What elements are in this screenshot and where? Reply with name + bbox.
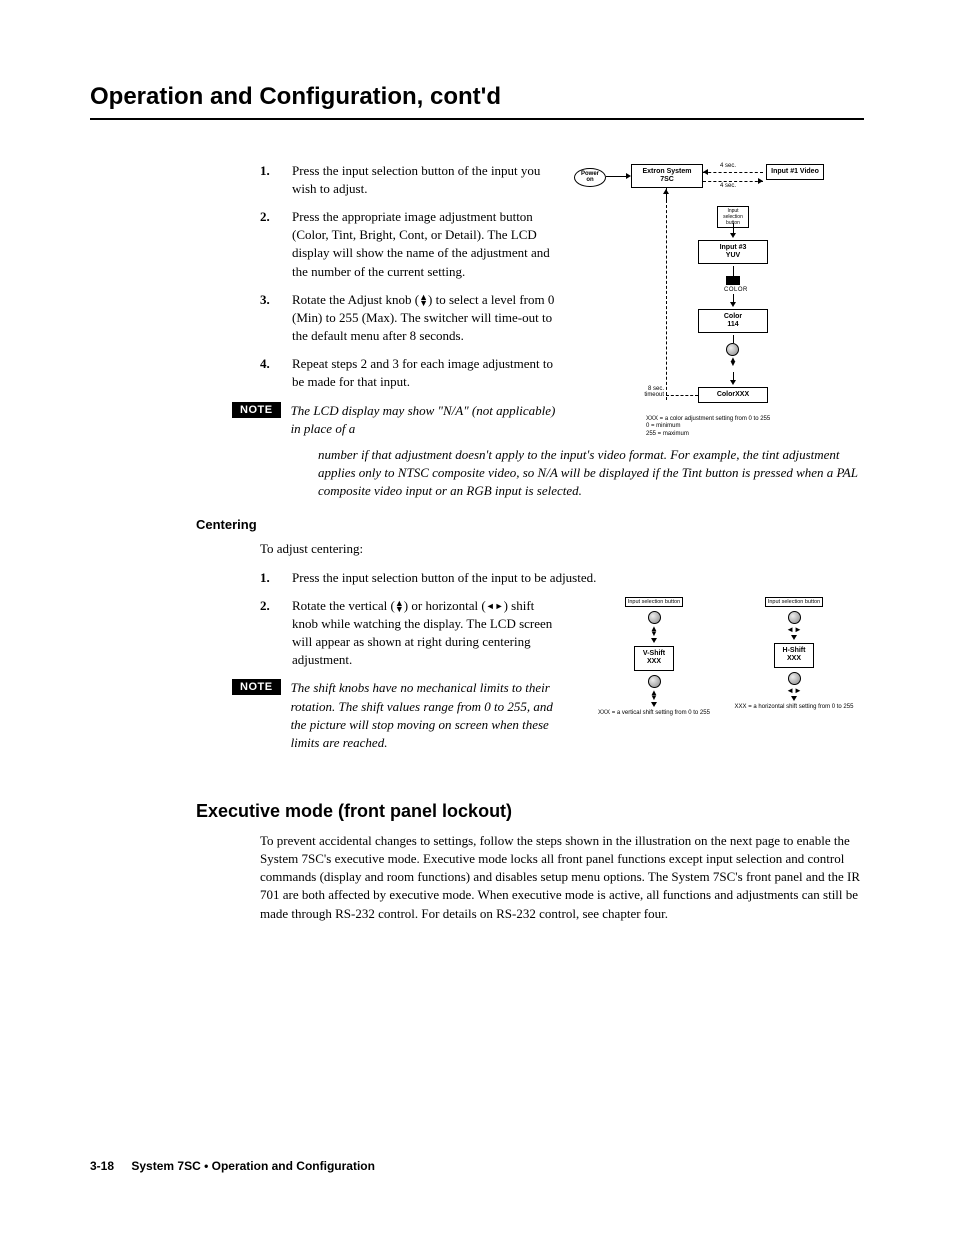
color-button-icon — [726, 276, 740, 285]
step-number: 2. — [260, 208, 292, 281]
page-footer: 3-18 System 7SC • Operation and Configur… — [90, 1158, 375, 1175]
lcd-box: Extron System 7SC — [631, 164, 703, 189]
lcd-box: Input #1 Video — [766, 164, 824, 180]
lcd-box: H-ShiftXXX — [774, 643, 815, 668]
updown-icon: ▲▼ — [594, 690, 714, 701]
flowchart-diagram-2: Input selection button ▲▼ V-ShiftXXX ▲▼ … — [574, 597, 864, 777]
adjust-knob-icon — [648, 675, 661, 688]
input-sel-btn: Input selection button — [625, 597, 683, 607]
step-text: Press the input selection button of the … — [292, 162, 562, 198]
delay-label: 4 sec. — [720, 162, 736, 170]
note-text: The LCD display may show "N/A" (not appl… — [291, 402, 562, 438]
page-number: 3-18 — [90, 1159, 114, 1173]
diagram-legend: XXX = a color adjustment setting from 0 … — [646, 416, 770, 439]
step-text: Press the input selection button of the … — [292, 569, 864, 587]
adjust-knob-icon — [788, 672, 801, 685]
flowchart-diagram-1: Power on Extron System 7SC 4 sec. 4 sec.… — [574, 162, 864, 452]
step-number: 1. — [260, 162, 292, 198]
step-text: Press the appropriate image adjustment b… — [292, 208, 562, 281]
note-text: The shift knobs have no mechanical limit… — [291, 679, 562, 752]
lcd-box: ColorXXX — [698, 387, 768, 403]
lcd-box: Input #3YUV — [698, 240, 768, 265]
step-text: Repeat steps 2 and 3 for each image adju… — [292, 355, 562, 391]
lcd-box: Color114 — [698, 309, 768, 334]
centering-heading: Centering — [196, 516, 864, 534]
step-number: 1. — [260, 569, 292, 587]
diagram-caption: XXX = a vertical shift setting from 0 to… — [594, 710, 714, 717]
note-continuation: number if that adjustment doesn't apply … — [260, 446, 864, 501]
updown-icon: ▲▼ — [419, 295, 428, 306]
updown-icon: ▲▼ — [395, 601, 404, 612]
diagram-caption: XXX = a horizontal shift setting from 0 … — [734, 704, 854, 711]
step-number: 3. — [260, 291, 292, 346]
leftright-icon: ◄► — [734, 626, 854, 634]
color-label: COLOR — [724, 286, 748, 294]
step-number: 2. — [260, 597, 292, 670]
adjust-knob-icon — [788, 611, 801, 624]
step-number: 4. — [260, 355, 292, 391]
step-text: Rotate the vertical (▲▼) or horizontal (… — [292, 597, 562, 670]
updown-icon: ▲▼ — [594, 626, 714, 637]
adjust-knob-icon — [648, 611, 661, 624]
timeout-label: 8 sec. timeout — [634, 386, 664, 399]
delay-label: 4 sec. — [720, 182, 736, 190]
leftright-icon: ◄► — [486, 600, 504, 613]
note-badge: NOTE — [232, 679, 281, 695]
leftright-icon: ◄► — [734, 687, 854, 695]
footer-title: System 7SC • Operation and Configuration — [131, 1159, 375, 1173]
input-sel-btn: Input selection button — [765, 597, 823, 607]
note-badge: NOTE — [232, 402, 281, 418]
step-text: Rotate the Adjust knob (▲▼) to select a … — [292, 291, 562, 346]
centering-intro: To adjust centering: — [260, 540, 864, 558]
updown-icon: ▲▼ — [729, 358, 737, 368]
page-title: Operation and Configuration, cont'd — [90, 80, 864, 120]
power-on-node: Power on — [574, 168, 606, 187]
executive-mode-heading: Executive mode (front panel lockout) — [196, 799, 864, 824]
adjust-knob-icon — [726, 343, 739, 356]
lcd-box: V-ShiftXXX — [634, 646, 674, 671]
steps-column-1: 1. Press the input selection button of t… — [260, 162, 562, 452]
executive-mode-body: To prevent accidental changes to setting… — [260, 832, 864, 923]
